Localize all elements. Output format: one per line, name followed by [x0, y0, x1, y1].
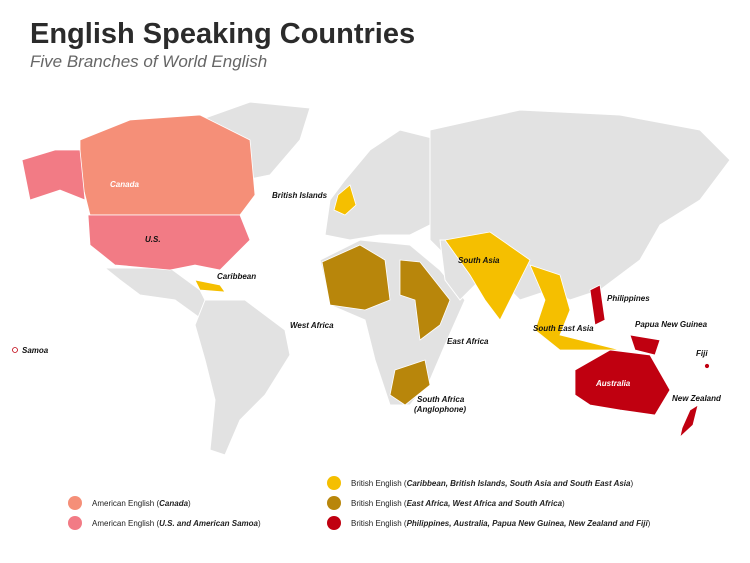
label-west-africa: West Africa — [290, 321, 334, 330]
region-samoa — [12, 347, 18, 353]
legend-swatch — [327, 516, 341, 530]
region-us — [87, 214, 251, 271]
legend-item-british-yellow: British English (Caribbean, British Isla… — [327, 476, 633, 490]
legend-prefix: British English ( — [351, 498, 407, 508]
label-east-africa: East Africa — [447, 337, 489, 346]
legend-item-british-red: British English (Philippines, Australia,… — [327, 516, 650, 530]
legend-item-british-olive: British English (East Africa, West Afric… — [327, 496, 565, 510]
region-canada — [79, 114, 256, 216]
legend-item-us: American English (U.S. and American Samo… — [68, 516, 261, 530]
legend-swatch — [327, 476, 341, 490]
region-papua-new-guinea — [629, 334, 661, 356]
region-british-islands — [333, 184, 357, 216]
region-caribbean — [194, 279, 226, 293]
label-anglophone: (Anglophone) — [414, 405, 466, 414]
label-british-islands: British Islands — [272, 191, 328, 200]
legend-suffix: ) — [647, 518, 651, 528]
legend-prefix: American English ( — [92, 518, 160, 528]
region-fiji — [704, 363, 710, 369]
legend-swatch — [327, 496, 341, 510]
legend-name: Caribbean, British Islands, South Asia a… — [406, 478, 631, 488]
legend-name: Canada — [159, 498, 189, 508]
region-new-zealand — [679, 404, 699, 439]
label-samoa: Samoa — [22, 346, 49, 355]
legend-item-canada: American English (Canada) — [68, 496, 191, 510]
europe — [324, 129, 441, 241]
region-philippines — [589, 284, 606, 326]
label-australia: Australia — [596, 379, 631, 388]
region-alaska — [21, 149, 86, 201]
label-new-zealand: New Zealand — [672, 394, 721, 403]
legend-suffix: ) — [630, 478, 634, 488]
legend-suffix: ) — [258, 518, 261, 528]
label-papua-new-guinea: Papua New Guinea — [635, 320, 708, 329]
legend-prefix: British English ( — [351, 478, 407, 488]
page-subtitle: Five Branches of World English — [30, 52, 268, 71]
legend-suffix: ) — [188, 498, 191, 508]
label-caribbean: Caribbean — [217, 272, 257, 281]
region-south-asia — [444, 231, 531, 321]
region-south-africa — [389, 359, 431, 406]
label-south-east-asia: South East Asia — [533, 324, 594, 333]
label-fiji: Fiji — [696, 349, 708, 358]
legend-prefix: British English ( — [351, 518, 407, 528]
legend-swatch — [68, 496, 82, 510]
region-south-east-asia — [529, 264, 621, 351]
label-philippines: Philippines — [607, 294, 650, 303]
label-south-africa: South Africa — [417, 395, 465, 404]
legend-name: Philippines, Australia, Papua New Guinea… — [406, 518, 648, 528]
label-canada: Canada — [110, 180, 139, 189]
region-east-africa — [399, 259, 451, 341]
legend-name: U.S. and American Samoa — [159, 518, 258, 528]
region-australia — [574, 349, 671, 416]
label-us: U.S. — [145, 235, 161, 244]
label-south-asia: South Asia — [458, 256, 500, 265]
legend-suffix: ) — [562, 498, 565, 508]
legend-prefix: American English ( — [92, 498, 160, 508]
south-america — [194, 299, 291, 456]
mexico-central-america — [103, 267, 216, 321]
legend-name: East Africa, West Africa and South Afric… — [406, 498, 563, 508]
page-title: English Speaking Countries — [30, 18, 416, 50]
legend-swatch — [68, 516, 82, 530]
region-west-africa — [321, 244, 391, 311]
